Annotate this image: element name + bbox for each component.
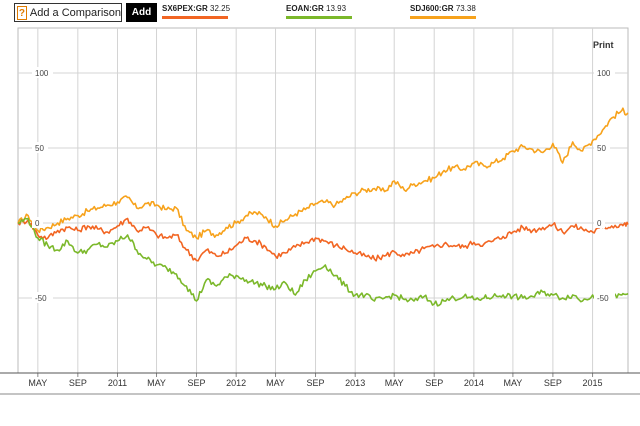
y-tick-label-left: 0 [35,219,40,228]
legend-item-eoan[interactable]: EOAN:GR 13.93 [286,4,352,19]
toolbar: ? Add a Comparison Add SX6PEX:GR 32.25 E… [0,0,640,26]
legend-value: 73.38 [455,4,476,13]
x-tick-label: SEP [425,378,443,388]
x-tick-label: MAY [147,378,166,388]
x-tick-label: SEP [188,378,206,388]
y-tick-label-right: -50 [597,294,609,303]
legend-ticker: SDJ600:GR [410,4,454,13]
legend-ticker: EOAN:GR [286,4,324,13]
y-tick-label-right: 0 [597,219,602,228]
x-tick-label: 2012 [226,378,246,388]
add-button[interactable]: Add [126,3,157,22]
print-link[interactable]: Print [593,40,614,50]
x-tick-label: 2011 [108,378,127,388]
series-line [17,107,629,240]
legend-swatch [410,16,476,19]
x-tick-label: SEP [544,378,562,388]
y-label-bg-left [32,217,43,228]
series-line [17,217,629,307]
y-label-bg-right [594,142,610,153]
comparison-placeholder: Add a Comparison [29,6,121,19]
x-tick-label: 2014 [464,378,484,388]
y-label-bg-left [32,67,53,78]
x-tick-label: MAY [503,378,522,388]
legend-item-sdj600[interactable]: SDJ600:GR 73.38 [410,4,476,19]
y-tick-label-left: -50 [35,294,47,303]
y-label-bg-right [594,292,615,303]
y-label-bg-left [32,142,48,153]
y-tick-label-left: 100 [35,69,49,78]
y-tick-label-left: 50 [35,144,44,153]
x-tick-label: MAY [266,378,285,388]
y-tick-label-right: 100 [597,69,611,78]
y-label-bg-right [594,67,615,78]
y-tick-label-right: 50 [597,144,606,153]
x-tick-label: 2015 [583,378,603,388]
legend-value: 13.93 [326,4,347,13]
comparison-input[interactable]: ? Add a Comparison [14,3,122,22]
x-tick-label: 2013 [345,378,365,388]
help-icon[interactable]: ? [17,5,27,20]
series-line [17,217,629,262]
legend-value: 32.25 [210,4,231,13]
x-tick-label: MAY [28,378,47,388]
x-tick-label: SEP [307,378,325,388]
x-tick-label: SEP [69,378,87,388]
y-label-bg-left [32,292,53,303]
x-tick-label: MAY [385,378,404,388]
legend-swatch [162,16,228,19]
legend-swatch [286,16,352,19]
y-label-bg-right [594,217,605,228]
legend-ticker: SX6PEX:GR [162,4,208,13]
legend-item-sx6pex[interactable]: SX6PEX:GR 32.25 [162,4,231,19]
